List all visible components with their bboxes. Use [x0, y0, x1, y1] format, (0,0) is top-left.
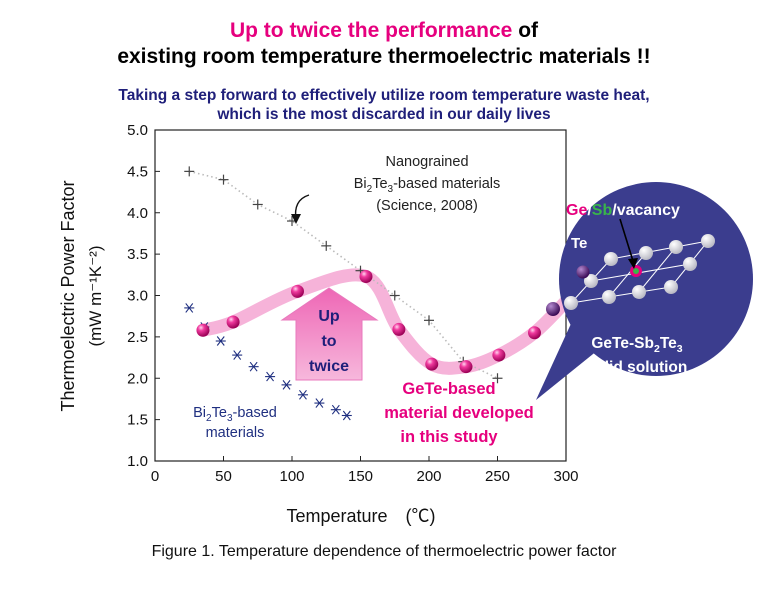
gete-data-point	[226, 315, 240, 329]
bi-data-point	[232, 350, 243, 360]
nano-data-point	[492, 373, 503, 384]
te-atom	[602, 290, 616, 304]
bi-data-point	[248, 361, 259, 372]
site-pointer-head	[628, 258, 638, 269]
inset-bubble-tail	[536, 315, 598, 400]
nano-data-point	[184, 166, 195, 177]
y-tick-label: 2.5	[127, 329, 148, 346]
up-to-twice-arrow: Up to twice	[280, 287, 379, 381]
x-tick-label: 0	[151, 468, 159, 485]
x-tick-label: 50	[215, 468, 232, 485]
gete-data-point	[425, 357, 439, 371]
bi-data-point	[281, 380, 292, 390]
te-atom	[584, 274, 598, 288]
bi-data-point	[314, 398, 325, 408]
y-tick-label: 1.0	[127, 453, 148, 470]
y-tick-label: 2.0	[127, 370, 148, 387]
headline-line2: existing room temperature thermoelectric…	[117, 45, 651, 68]
bi-data-point	[215, 336, 226, 346]
bi-data-point	[184, 303, 195, 313]
arrow-label-up: Up	[318, 308, 340, 325]
nano-data-point	[252, 199, 263, 210]
te-atom	[639, 246, 653, 260]
y-tick-label: 1.5	[127, 412, 148, 429]
nanograined-annotation: Nanograined Bi2Te3-based materials (Scie…	[291, 154, 500, 224]
x-axis-label: Temperature (℃)	[286, 506, 435, 526]
gete-data-point	[290, 284, 304, 298]
nano-dotted-line	[189, 170, 498, 379]
gete-label-line3: in this study	[400, 428, 498, 446]
nano-data-point	[424, 315, 434, 326]
crystal-structure-inset: Ge/Sb/vacancy Te GeTe-Sb2Te3 solid solut…	[536, 182, 753, 400]
arrow-label-to: to	[321, 333, 336, 350]
gete-label-line2: material developed	[384, 404, 533, 422]
x-tick-label: 300	[553, 468, 578, 485]
y-tick-label: 5.0	[127, 122, 148, 139]
te-atom	[632, 285, 646, 299]
gete-label-line1: GeTe-based	[402, 380, 495, 398]
headline-of: of	[518, 19, 539, 42]
bi-data-point	[297, 389, 308, 400]
bi-data-point	[265, 371, 276, 382]
headline-highlight: Up to twice the performance	[229, 19, 513, 42]
bi-data-point	[330, 404, 341, 415]
subheadline-line1: Taking a step forward to effectively uti…	[118, 87, 650, 104]
nano-pointer-head	[291, 214, 301, 224]
y-tick-label: 4.0	[127, 205, 148, 222]
headline-line1: Up to twice the performance of	[0, 19, 768, 43]
gete-trend-band	[196, 268, 573, 375]
gete-data-point	[527, 326, 541, 340]
bi2te3-annotation: Bi2Te3-based materials	[193, 405, 277, 441]
te-atom	[701, 234, 715, 248]
gete-data-point	[459, 360, 473, 374]
x-tick-label: 250	[485, 468, 510, 485]
figure-caption: Figure 1. Temperature dependence of ther…	[151, 543, 617, 560]
mixed-site-atom-core	[633, 268, 639, 274]
arrow-label-twice: twice	[309, 358, 349, 375]
site-atom-marker	[576, 265, 590, 279]
y-tick-label: 3.5	[127, 246, 148, 263]
y-axis-label-line2: (mW m⁻¹K⁻²)	[86, 245, 105, 346]
nano-label-line3: (Science, 2008)	[376, 198, 478, 214]
te-atom	[564, 296, 578, 310]
site-label: Ge/Sb/vacancy	[566, 202, 680, 219]
gete-data-point	[492, 348, 506, 362]
site-pointer-arrow	[619, 218, 634, 262]
gete-series	[196, 269, 541, 374]
axis-ticks: 0 50 100 150 200 250 300 1.0 1.5 2.0 2.5 3.0 3.5 4.0 4…	[127, 122, 578, 485]
x-tick-label: 200	[416, 468, 441, 485]
nano-data-point	[321, 240, 332, 251]
gete-data-point	[392, 322, 406, 336]
solution-label-line1: GeTe-Sb2Te3	[591, 335, 682, 355]
y-tick-label: 3.0	[127, 288, 148, 305]
x-tick-label: 150	[348, 468, 373, 485]
te-atom	[664, 280, 678, 294]
nano-label-line2: Bi2Te3-based materials	[354, 176, 501, 195]
te-atom	[683, 257, 697, 271]
bi-label-line1: Bi2Te3-based	[193, 405, 277, 424]
gete-data-point	[196, 323, 210, 337]
bi-label-line2: materials	[206, 425, 265, 441]
inset-bubble	[559, 182, 753, 376]
nano-data-point	[218, 174, 229, 185]
y-tick-label: 4.5	[127, 163, 148, 180]
te-label: Te	[571, 235, 587, 252]
te-atom	[669, 240, 683, 254]
gete-trend-curve	[196, 268, 573, 375]
site-atom-marker	[546, 302, 560, 316]
nano-data-point	[389, 290, 400, 301]
solution-label-line2: solid solution	[587, 359, 688, 376]
y-axis-label-line1: Thermoelectric Power Factor	[58, 180, 78, 411]
nano-label-line1: Nanograined	[385, 154, 468, 170]
x-tick-label: 100	[279, 468, 304, 485]
gete-data-point	[359, 269, 373, 283]
bi-data-point	[341, 410, 352, 421]
te-atom	[604, 252, 618, 266]
subheadline-line2: which is the most discarded in our daily…	[217, 106, 551, 123]
gete-annotation: GeTe-based material developed in this st…	[384, 380, 533, 446]
